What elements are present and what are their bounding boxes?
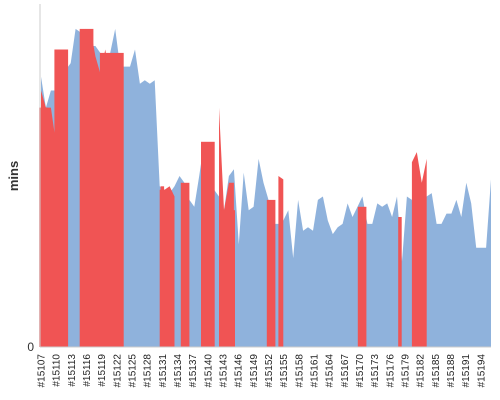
red-span-bar [54, 49, 69, 347]
x-tick-label: #15107 [37, 354, 48, 388]
x-tick-label: #15158 [294, 354, 305, 388]
red-span-bar [39, 107, 48, 347]
x-tick-label: #15194 [476, 354, 487, 388]
red-span-bar [357, 206, 367, 347]
x-tick-label: #15122 [112, 354, 123, 388]
plot-area [39, 28, 491, 348]
x-tick-label: #15116 [82, 354, 93, 387]
x-tick-label: #15119 [97, 354, 108, 387]
x-tick-label: #15155 [279, 354, 290, 388]
red-span-bar [99, 52, 124, 348]
x-tick-label: #15125 [128, 354, 139, 388]
x-tick-label: #15128 [143, 354, 154, 388]
x-tick-label: #15134 [173, 354, 184, 388]
x-tick-label: #15110 [52, 354, 63, 387]
area-series-red [278, 176, 284, 347]
area-series-red [411, 152, 427, 347]
red-span-bar [201, 141, 215, 347]
y-tick-label: 0 [27, 340, 34, 354]
x-tick-label: #15143 [219, 354, 230, 388]
x-tick-label: #15179 [401, 354, 412, 388]
x-tick-label: #15185 [431, 354, 442, 388]
red-span-bar [160, 186, 165, 347]
x-tick-label: #15137 [188, 354, 199, 388]
x-tick-label: #15113 [67, 354, 78, 387]
y-axis-label: mins [6, 161, 21, 191]
red-span-bar [266, 199, 276, 347]
red-span-bar [180, 182, 190, 347]
x-tick-label: #15161 [310, 354, 321, 388]
x-tick-label: #15140 [203, 354, 214, 388]
x-tick-label: #15173 [370, 354, 381, 388]
x-tick-labels: #15107 #15110 #15113 #15116 #15119 #15122 #151… [37, 354, 488, 388]
area-series-blue [41, 28, 491, 348]
x-tick-label: #15182 [416, 354, 427, 388]
x-tick-label: #15149 [249, 354, 260, 388]
x-tick-label: #15176 [385, 354, 396, 388]
x-tick-label: #15146 [234, 354, 245, 388]
red-span-bar [398, 217, 402, 347]
x-tick-label: #15170 [355, 354, 366, 388]
red-span-bar [79, 28, 94, 348]
x-tick-label: #15131 [158, 354, 169, 388]
x-tick-label: #15167 [340, 354, 351, 388]
x-tick-label: #15191 [461, 354, 472, 388]
red-span-bar [221, 210, 235, 347]
x-tick-label: #15152 [264, 354, 275, 388]
x-tick-label: #15188 [446, 354, 457, 388]
x-tick-label: #15164 [325, 354, 336, 388]
